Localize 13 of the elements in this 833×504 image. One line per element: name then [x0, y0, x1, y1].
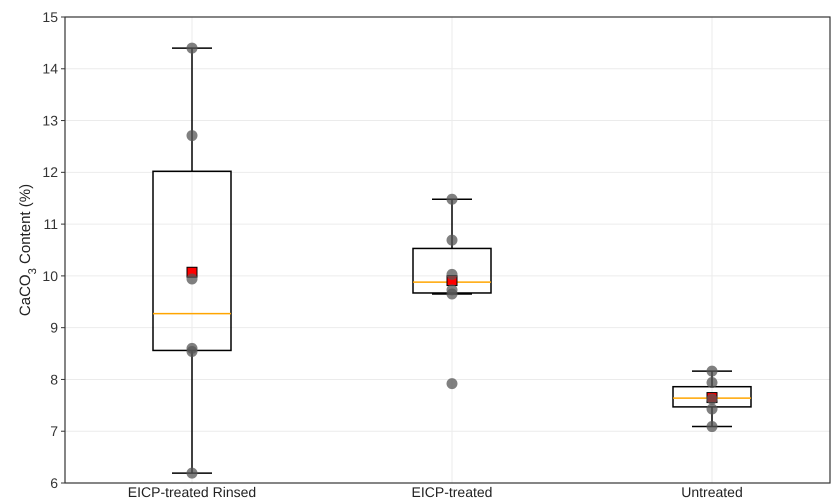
- y-tick-label: 13: [42, 112, 58, 128]
- y-tick-label: 14: [42, 60, 58, 77]
- y-tick-label: 8: [50, 371, 58, 388]
- y-tick-label: 12: [42, 164, 58, 180]
- x-tick-label: EICP-treated Rinsed: [128, 484, 256, 500]
- y-tick-label: 15: [42, 8, 58, 25]
- y-tick-label: 11: [43, 216, 58, 232]
- x-tick-label: EICP-treated: [412, 484, 492, 500]
- y-tick-label: 9: [50, 320, 58, 336]
- y-tick-label: 6: [50, 474, 58, 491]
- y-tick-label: 10: [42, 268, 58, 284]
- x-tick-label: Untreated: [681, 484, 743, 500]
- y-tick-label: 7: [50, 423, 58, 440]
